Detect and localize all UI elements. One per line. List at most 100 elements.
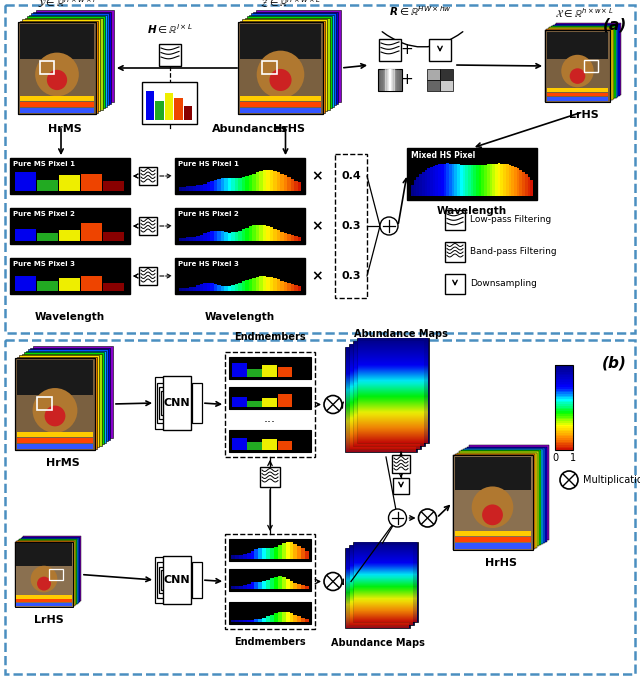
Bar xyxy=(196,185,200,191)
Text: CNN: CNN xyxy=(164,575,190,585)
Bar xyxy=(354,548,417,549)
Bar xyxy=(175,208,305,244)
Bar xyxy=(555,409,573,411)
Text: ...: ... xyxy=(264,413,276,426)
Bar xyxy=(346,625,409,626)
Bar xyxy=(349,545,414,625)
Bar xyxy=(346,371,416,372)
Bar xyxy=(346,445,416,446)
Bar xyxy=(354,566,417,567)
Bar xyxy=(350,418,420,419)
Bar xyxy=(346,436,416,437)
Text: $\boldsymbol{R}\in\mathbb{R}^{HW\times hw}$: $\boldsymbol{R}\in\mathbb{R}^{HW\times h… xyxy=(388,4,451,18)
Bar xyxy=(211,231,214,241)
Text: Abundances: Abundances xyxy=(212,124,289,134)
Bar xyxy=(354,357,424,358)
Bar xyxy=(487,164,490,196)
Circle shape xyxy=(257,51,304,98)
Bar xyxy=(350,422,420,423)
Bar xyxy=(358,441,428,442)
Bar xyxy=(457,164,460,196)
Bar xyxy=(358,404,428,405)
Bar xyxy=(350,380,420,381)
Bar xyxy=(301,585,305,589)
Text: ...: ... xyxy=(264,595,276,608)
Bar xyxy=(555,390,573,392)
Bar xyxy=(555,384,573,386)
Bar xyxy=(358,361,428,362)
Bar xyxy=(354,397,424,398)
Circle shape xyxy=(561,55,594,88)
Bar xyxy=(196,285,200,291)
Bar xyxy=(350,574,413,575)
Bar xyxy=(492,164,495,196)
Bar xyxy=(246,553,250,559)
Bar xyxy=(350,389,420,390)
Bar xyxy=(354,377,424,378)
Bar xyxy=(346,408,416,409)
Bar xyxy=(346,611,409,612)
Bar xyxy=(555,420,573,421)
Bar xyxy=(350,425,420,426)
Bar xyxy=(350,604,413,605)
Bar xyxy=(350,412,420,413)
Bar xyxy=(358,397,428,398)
Bar xyxy=(353,542,418,622)
Bar xyxy=(278,441,292,450)
Bar xyxy=(238,178,242,191)
Bar xyxy=(555,426,573,428)
Bar xyxy=(470,166,474,196)
Bar xyxy=(298,182,301,191)
Bar xyxy=(250,619,255,622)
Bar xyxy=(346,350,416,351)
Bar xyxy=(305,586,309,589)
Bar xyxy=(354,545,417,546)
Bar xyxy=(354,408,424,409)
Bar xyxy=(555,428,573,430)
Bar xyxy=(139,267,157,285)
Bar xyxy=(516,168,520,196)
Bar xyxy=(15,358,95,450)
Bar xyxy=(354,559,417,560)
Bar xyxy=(429,39,451,61)
Bar xyxy=(280,232,284,241)
Bar xyxy=(350,388,420,389)
Bar xyxy=(354,595,417,596)
Bar xyxy=(358,379,428,380)
Bar xyxy=(346,610,409,611)
Bar xyxy=(350,439,420,440)
Bar xyxy=(346,437,416,438)
Bar xyxy=(350,420,420,421)
Bar xyxy=(179,238,182,241)
Bar xyxy=(354,605,417,606)
Bar xyxy=(159,387,173,419)
Bar xyxy=(441,164,444,196)
Text: (a): (a) xyxy=(603,17,627,32)
Bar xyxy=(454,531,531,536)
Bar xyxy=(354,416,424,417)
Bar xyxy=(354,582,417,583)
Bar xyxy=(555,421,573,423)
Bar xyxy=(555,401,573,403)
Bar xyxy=(350,568,413,569)
Bar xyxy=(103,283,124,291)
Bar xyxy=(26,350,106,443)
Bar xyxy=(446,164,449,196)
Bar xyxy=(221,232,224,241)
Bar xyxy=(157,383,171,423)
Bar xyxy=(354,611,417,612)
Bar xyxy=(354,356,424,357)
Bar xyxy=(346,392,416,393)
Bar xyxy=(444,164,446,196)
Bar xyxy=(18,22,96,114)
Bar xyxy=(229,357,311,379)
Bar xyxy=(346,358,416,359)
Bar xyxy=(350,351,420,352)
Bar xyxy=(249,14,334,107)
Bar xyxy=(354,409,424,410)
Bar xyxy=(293,583,298,589)
Bar xyxy=(350,423,420,424)
Bar xyxy=(235,555,239,559)
Bar xyxy=(354,403,424,404)
Bar xyxy=(228,286,231,291)
